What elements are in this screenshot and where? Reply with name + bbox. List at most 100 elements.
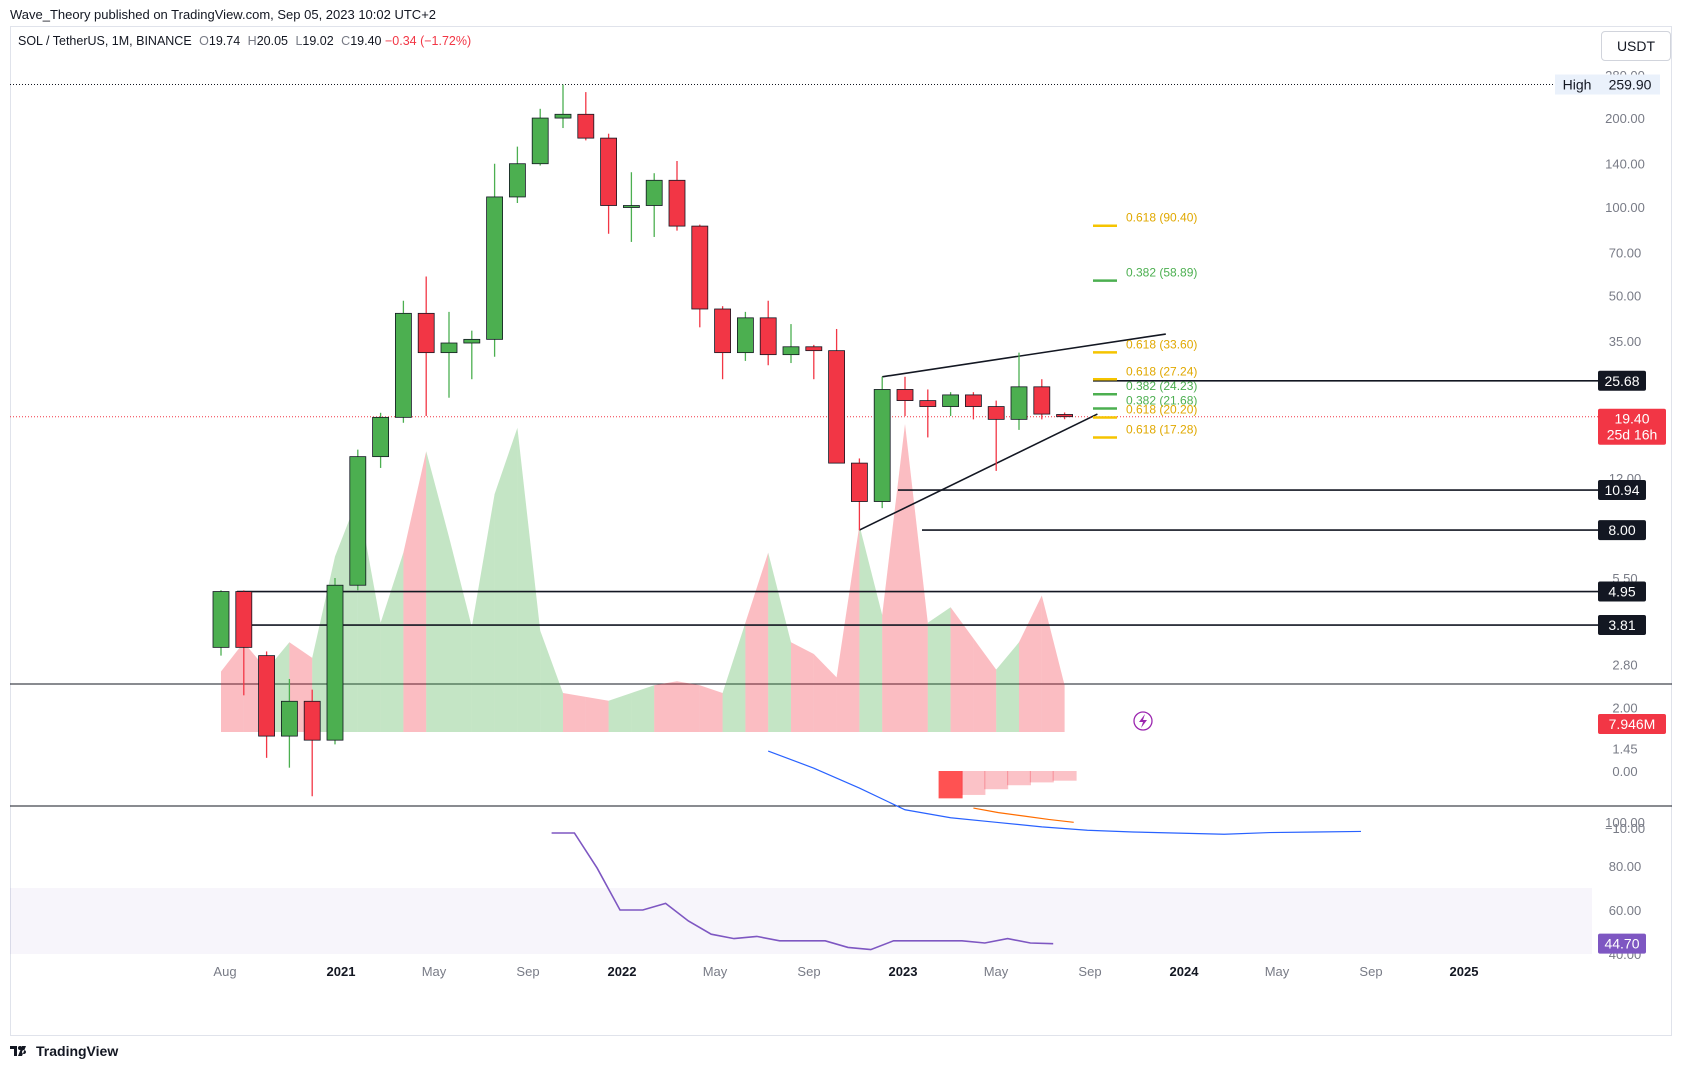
volume-area-segment <box>585 696 609 732</box>
last-price-tag <box>1598 408 1666 445</box>
volume-area-segment <box>836 525 860 732</box>
level-price-label: 10.94 <box>1604 482 1639 498</box>
candle-body <box>280 700 298 737</box>
time-axis-tick: Sep <box>1359 964 1382 979</box>
macd-axis-tick: 0.00 <box>1612 764 1637 779</box>
close-value: 19.40 <box>350 34 382 48</box>
level-price-tag <box>1598 615 1646 636</box>
rsi-axis-tick: 80.00 <box>1609 859 1642 874</box>
candle-body <box>896 389 914 401</box>
fib-level-label: 0.382 (58.89) <box>1126 266 1197 280</box>
candle-body <box>600 137 617 206</box>
fib-level-label: 0.382 (21.68) <box>1126 393 1197 407</box>
volume-area-segment <box>722 622 746 732</box>
candle-body <box>691 225 709 310</box>
high-value-bg <box>1600 74 1660 95</box>
volume-area-segment <box>471 494 495 732</box>
volume-area-segment <box>677 681 700 732</box>
level-price-tag <box>1598 520 1646 541</box>
macd-histogram-bar <box>961 771 986 795</box>
volume-area-segment <box>608 693 632 732</box>
price-axis-tick: 70.00 <box>1609 245 1642 260</box>
volume-area-segment <box>1019 595 1042 732</box>
volume-area-segment <box>1041 595 1065 732</box>
macd-signal-line <box>973 807 1074 823</box>
price-axis-tick: 2.00 <box>1612 701 1637 716</box>
price-axis-tick: 100.00 <box>1605 200 1645 215</box>
level-price-tag <box>1598 370 1646 391</box>
macd-histogram-bar <box>984 771 1009 790</box>
time-axis-tick: 2025 <box>1450 964 1479 979</box>
lightning-icon-glyph <box>1139 714 1147 728</box>
rsi-axis-tick: 60.00 <box>1609 903 1642 918</box>
level-price-tag <box>1598 480 1646 501</box>
rsi-value-tag <box>1598 933 1646 954</box>
lower-trendline <box>859 413 1098 531</box>
time-axis-tick: 2022 <box>608 964 637 979</box>
time-axis-tick: May <box>703 964 728 979</box>
volume-area-segment <box>540 630 563 732</box>
change-value: −0.34 (−1.72%) <box>384 34 472 48</box>
candle-body <box>851 462 868 502</box>
time-axis-tick: May <box>1265 964 1290 979</box>
footer-brand: TradingView <box>10 1043 118 1059</box>
price-axis-tick: 2.80 <box>1612 657 1637 672</box>
volume-value-label: 7.946M <box>1609 716 1656 732</box>
candle-body <box>965 394 982 407</box>
volume-area-segment <box>882 423 905 732</box>
price-axis-tick: 35.00 <box>1609 334 1642 349</box>
time-axis-tick: Sep <box>516 964 539 979</box>
macd-histogram-bar <box>1007 771 1031 786</box>
high-label: H <box>247 34 257 48</box>
volume-area-segment <box>905 423 928 732</box>
candle-body <box>873 389 891 502</box>
time-axis-tick: 2024 <box>1170 964 1200 979</box>
price-axis-tick: 1.45 <box>1612 742 1637 757</box>
volume-area-segment <box>813 654 837 732</box>
symbol-name[interactable]: SOL / TetherUS, 1M, BINANCE <box>18 34 192 48</box>
volume-area-segment <box>973 638 997 732</box>
candle-body <box>1056 414 1073 418</box>
volume-area-segment <box>494 427 518 732</box>
brand-name: TradingView <box>36 1043 119 1059</box>
candle-body <box>942 394 959 407</box>
volume-area-segment <box>996 642 1019 732</box>
candle-body <box>1033 386 1051 415</box>
low-value: 19.02 <box>302 34 334 48</box>
time-axis-tick: May <box>984 964 1009 979</box>
candle-body <box>554 113 572 119</box>
volume-area-segment <box>563 693 586 732</box>
upper-trendline <box>882 333 1166 378</box>
candle-body <box>577 113 595 139</box>
candle-body <box>508 163 526 198</box>
lightning-icon <box>1133 711 1153 731</box>
candle-body <box>440 342 458 354</box>
price-axis-tick: 50.00 <box>1609 289 1642 304</box>
chart-frame <box>10 26 1672 1036</box>
candle-body <box>486 196 504 340</box>
candle-body <box>372 416 390 458</box>
fib-level-label: 0.618 (90.40) <box>1126 211 1197 225</box>
fib-level-label: 0.618 (27.24) <box>1126 364 1197 378</box>
candle-body <box>828 350 845 464</box>
fib-level-label: 0.618 (20.20) <box>1126 403 1197 417</box>
currency-button[interactable]: USDT <box>1601 31 1671 61</box>
candle-body <box>714 308 731 354</box>
publisher-credit: Wave_Theory published on TradingView.com… <box>10 7 437 22</box>
volume-area-segment <box>221 642 244 732</box>
high-label: High <box>1563 77 1592 93</box>
fib-level-label: 0.618 (17.28) <box>1126 423 1197 437</box>
candle-body <box>349 456 367 586</box>
macd-axis-tick: −10.00 <box>1605 821 1645 836</box>
high-label-bg <box>1555 74 1600 95</box>
bar-countdown-label: 25d 16h <box>1607 427 1658 443</box>
rsi-band <box>10 888 1592 954</box>
volume-area-segment <box>654 681 677 732</box>
candle-body <box>645 179 663 206</box>
candle-body <box>1010 386 1028 420</box>
level-price-label: 25.68 <box>1604 373 1639 389</box>
candle-body <box>463 338 481 344</box>
candle-body <box>326 584 344 741</box>
level-price-label: 4.95 <box>1608 584 1635 600</box>
